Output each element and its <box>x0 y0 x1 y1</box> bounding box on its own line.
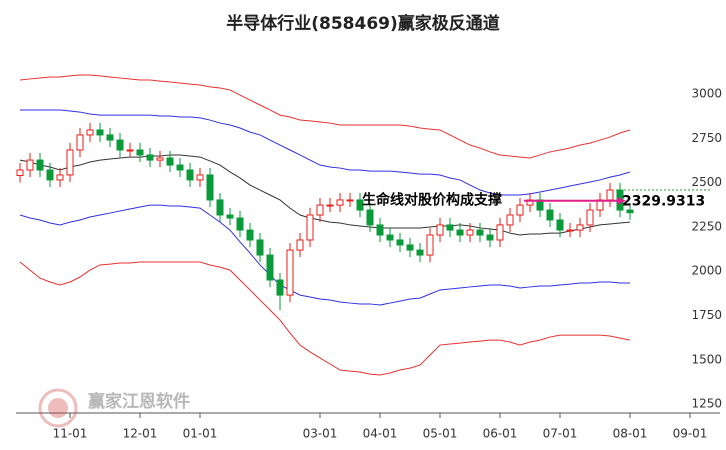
candle-body <box>46 169 54 181</box>
logo-dot <box>48 398 68 418</box>
arrow-head <box>617 196 626 205</box>
x-tick-label: 06-01 <box>483 427 518 441</box>
y-tick-label: 2750 <box>691 131 722 145</box>
candle-body <box>416 249 424 256</box>
candle-body <box>396 239 404 246</box>
x-tick-label: 09-01 <box>673 427 708 441</box>
candle-body <box>276 279 284 296</box>
candle-body <box>16 169 24 176</box>
channel-line <box>19 154 631 236</box>
candle-body <box>456 229 464 236</box>
candle-body <box>96 129 104 136</box>
x-tick-label: 03-01 <box>303 427 338 441</box>
candle-body <box>556 219 564 231</box>
y-tick-label: 1500 <box>691 352 722 366</box>
candle-body <box>286 249 294 296</box>
y-tick-label: 1250 <box>691 397 722 411</box>
candle-body <box>136 149 144 156</box>
x-tick-label: 04-01 <box>363 427 398 441</box>
channel-line <box>19 204 630 306</box>
candle-body <box>356 199 364 211</box>
channel-line <box>19 261 631 376</box>
x-tick-label: 08-01 <box>613 427 648 441</box>
candle-body <box>326 204 334 207</box>
candle-body <box>516 204 524 216</box>
y-tick-label: 2250 <box>691 219 722 233</box>
candle-body <box>446 224 454 231</box>
candle-body <box>576 224 584 231</box>
watermark-logo <box>38 388 78 428</box>
candle-body <box>506 214 514 226</box>
candle-body <box>126 149 134 152</box>
candle-body <box>406 244 414 251</box>
candle-body <box>316 204 324 216</box>
logo-ring <box>38 388 78 428</box>
candle-body <box>586 209 594 226</box>
candle-body <box>216 199 224 216</box>
candle-body <box>186 169 194 181</box>
candle-body <box>36 159 44 171</box>
candle-body <box>626 209 634 214</box>
candle-body <box>156 157 164 161</box>
y-tick-label: 2000 <box>691 264 722 278</box>
candle-body <box>246 229 254 241</box>
candle-body <box>266 254 274 281</box>
y-tick-label: 2500 <box>691 175 722 189</box>
candle-body <box>466 229 474 236</box>
candle-body <box>86 129 94 136</box>
chart-title: 半导体行业(858469)赢家极反通道 <box>226 13 500 34</box>
candle-body <box>56 174 64 181</box>
candle-body <box>236 217 244 231</box>
annotation: 生命线对股价构成支撑 <box>362 192 502 209</box>
candle-body <box>376 224 384 236</box>
candle-body <box>176 164 184 171</box>
candle-body <box>546 209 554 221</box>
candle-body <box>166 157 174 166</box>
watermark: 赢家江恩软件 <box>88 391 190 412</box>
candle-body <box>296 239 304 251</box>
candle-body <box>346 199 354 202</box>
x-tick-label: 01-01 <box>183 427 218 441</box>
candle-body <box>336 199 344 206</box>
candle-body <box>486 234 494 241</box>
candle-body <box>196 174 204 181</box>
channel-line <box>20 109 631 196</box>
candle-body <box>106 134 114 141</box>
candle-body <box>226 214 234 219</box>
candle-body <box>26 159 34 171</box>
candle-body <box>66 149 74 176</box>
x-tick-label: 12-01 <box>123 427 158 441</box>
x-tick-label: 05-01 <box>423 427 458 441</box>
channel-line <box>19 74 631 159</box>
candle-body <box>496 224 504 241</box>
candle-body <box>566 229 574 232</box>
candle-body <box>206 174 214 201</box>
y-tick-label: 3000 <box>691 87 722 101</box>
candle-body <box>116 139 124 151</box>
candle-body <box>146 154 154 161</box>
x-tick-label: 07-01 <box>543 427 578 441</box>
candle-body <box>306 214 314 241</box>
candle-body <box>436 224 444 236</box>
x-tick-label: 11-01 <box>53 427 88 441</box>
y-tick-label: 1750 <box>691 308 722 322</box>
candle-body <box>76 134 84 151</box>
candle-body <box>426 234 434 256</box>
candle-body <box>606 189 614 201</box>
candle-body <box>366 209 374 226</box>
last-value-label: 2329.9313 <box>622 194 705 210</box>
candle-body <box>476 229 484 236</box>
candle-body <box>256 239 264 256</box>
candle-body <box>386 234 394 241</box>
